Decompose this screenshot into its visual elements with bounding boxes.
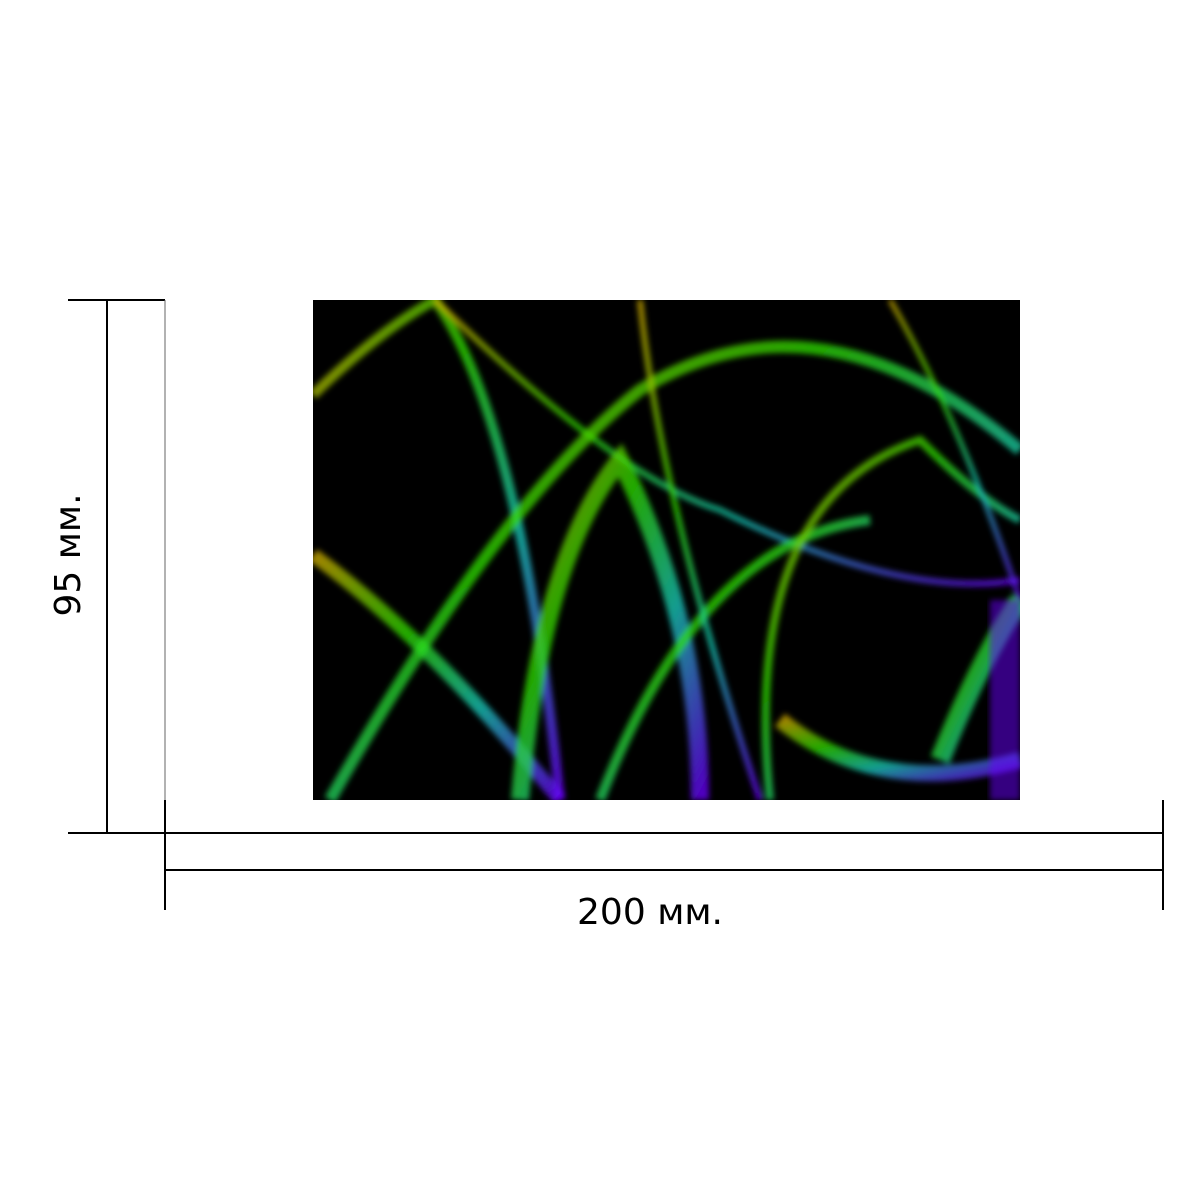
height-dimension: 95 мм. bbox=[48, 299, 166, 834]
height-label: 95 мм. bbox=[48, 493, 89, 616]
width-label: 200 мм. bbox=[577, 892, 723, 933]
width-dimension: 200 мм. bbox=[164, 800, 1164, 933]
product-image bbox=[313, 300, 1020, 800]
